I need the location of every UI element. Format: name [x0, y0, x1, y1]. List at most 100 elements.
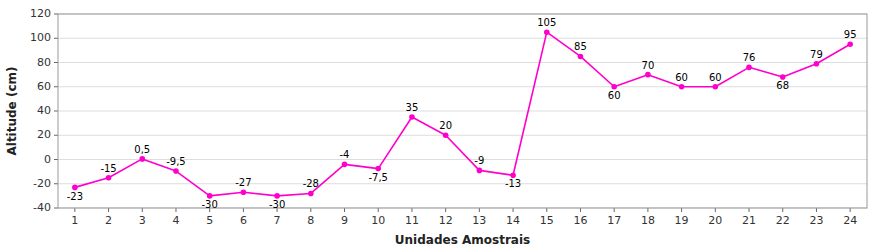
x-tick-label: 8 [307, 214, 314, 227]
x-tick-label: 17 [607, 214, 621, 227]
y-tick-label: 20 [37, 128, 51, 141]
data-layer [72, 29, 853, 198]
x-tick-label: 15 [540, 214, 554, 227]
y-tick-label: 60 [37, 80, 51, 93]
x-tick-label: 12 [439, 214, 453, 227]
point [645, 72, 651, 78]
grid-line [58, 86, 867, 87]
x-tick [681, 208, 682, 212]
plot-background [58, 14, 867, 208]
x-tick [749, 208, 750, 212]
point [241, 189, 247, 195]
y-tick [54, 208, 58, 209]
point [611, 84, 617, 90]
y-tick [54, 86, 58, 87]
x-tick-label: 7 [274, 214, 281, 227]
point [207, 193, 213, 199]
y-tick-label: 40 [37, 104, 51, 117]
y-tick-label: 0 [44, 153, 51, 166]
x-tick-label: 20 [708, 214, 722, 227]
data-label: 70 [642, 60, 655, 71]
x-tick-label: 13 [472, 214, 486, 227]
x-tick [850, 208, 851, 212]
point [342, 162, 348, 168]
x-tick-label: 23 [809, 214, 823, 227]
data-label: -9 [474, 155, 484, 166]
point [443, 132, 449, 138]
x-tick [74, 208, 75, 212]
data-labels: -23-150,5-9,5-30-27-30-28-4-7,53520-9-13… [67, 17, 857, 210]
point [814, 61, 820, 67]
x-tick-label: 22 [776, 214, 790, 227]
x-tick [411, 208, 412, 212]
point [578, 54, 584, 60]
y-tick [54, 135, 58, 136]
point [375, 166, 381, 172]
y-tick [54, 62, 58, 63]
x-tick-label: 3 [139, 214, 146, 227]
x-tick [108, 208, 109, 212]
x-tick-label: 5 [206, 214, 213, 227]
axes: -40-200204060801001201234567891011121314… [30, 7, 857, 227]
data-label: -30 [202, 199, 218, 210]
data-label: -23 [67, 191, 83, 202]
x-tick-label: 19 [675, 214, 689, 227]
x-tick [580, 208, 581, 212]
grid [58, 14, 867, 208]
data-label: 105 [537, 17, 556, 28]
x-tick [445, 208, 446, 212]
chart-svg: -40-200204060801001201234567891011121314… [0, 0, 881, 252]
point [409, 114, 415, 120]
point [139, 156, 145, 162]
data-label: -28 [303, 178, 319, 189]
grid-line [58, 135, 867, 136]
point [72, 185, 78, 191]
y-tick [54, 183, 58, 184]
x-tick-label: 9 [341, 214, 348, 227]
x-tick [782, 208, 783, 212]
x-tick-label: 18 [641, 214, 655, 227]
x-tick [344, 208, 345, 212]
point [713, 84, 719, 90]
data-label: 76 [743, 52, 756, 63]
y-tick [54, 38, 58, 39]
y-tick-label: 120 [30, 7, 51, 20]
x-tick [614, 208, 615, 212]
grid-line [58, 38, 867, 39]
point [173, 168, 179, 174]
data-label: 60 [608, 90, 621, 101]
y-tick [54, 159, 58, 160]
data-label: -15 [100, 163, 116, 174]
data-label: 0,5 [134, 144, 150, 155]
x-tick [243, 208, 244, 212]
x-tick [715, 208, 716, 212]
grid-line [58, 183, 867, 184]
data-label: 20 [439, 120, 452, 131]
x-tick-label: 11 [405, 214, 419, 227]
line [75, 32, 850, 196]
x-tick-label: 2 [105, 214, 112, 227]
y-tick [54, 14, 58, 15]
y-tick-label: -20 [33, 177, 51, 190]
y-tick-label: -40 [33, 201, 51, 214]
point [274, 193, 280, 199]
x-tick [142, 208, 143, 212]
point [308, 191, 314, 197]
x-tick-label: 4 [172, 214, 179, 227]
x-tick [479, 208, 480, 212]
data-label: 79 [810, 49, 823, 60]
x-tick-label: 21 [742, 214, 756, 227]
data-label: 60 [709, 72, 722, 83]
data-label: 95 [844, 29, 857, 40]
point [544, 29, 550, 35]
point [780, 74, 786, 80]
data-label: -4 [340, 149, 350, 160]
data-label: 60 [675, 72, 688, 83]
x-tick [175, 208, 176, 212]
data-label: 85 [574, 41, 587, 52]
x-tick [647, 208, 648, 212]
x-tick [513, 208, 514, 212]
chart-container: -40-200204060801001201234567891011121314… [0, 0, 881, 252]
y-tick-label: 80 [37, 56, 51, 69]
x-tick-label: 10 [371, 214, 385, 227]
